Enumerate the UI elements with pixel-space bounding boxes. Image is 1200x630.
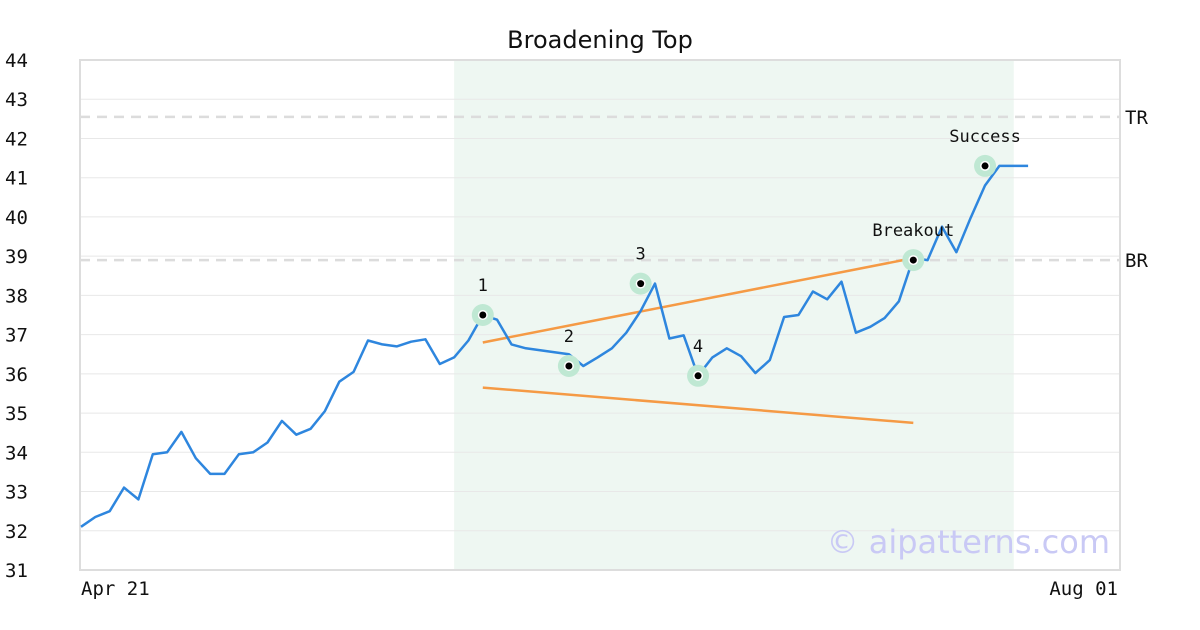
point-label: Breakout — [872, 221, 954, 241]
point-marker — [981, 162, 989, 170]
point-marker — [637, 280, 645, 288]
price-line — [80, 164, 1029, 528]
y-tick-label: 32 — [5, 521, 28, 543]
y-tick-label: 34 — [5, 442, 28, 464]
point-label: 2 — [564, 327, 574, 347]
y-tick-label: 44 — [5, 50, 28, 72]
y-tick-label: 43 — [5, 89, 28, 111]
y-tick-label: 31 — [5, 560, 28, 582]
x-tick-label: Aug 01 — [1049, 578, 1118, 600]
x-tick-label: Apr 21 — [81, 578, 150, 600]
point-marker — [909, 256, 917, 264]
y-tick-label: 33 — [5, 482, 28, 504]
y-tick-label: 38 — [5, 285, 28, 307]
pattern-region — [454, 60, 1014, 570]
trendline — [482, 386, 914, 425]
watermark: © aipatterns.com — [827, 523, 1110, 561]
level-label: TR — [1125, 107, 1148, 129]
y-tick-label: 42 — [5, 128, 28, 150]
y-tick-label: 39 — [5, 246, 28, 268]
y-tick-label: 36 — [5, 364, 28, 386]
point-marker — [565, 362, 573, 370]
level-label: BR — [1125, 250, 1148, 272]
point-label: Success — [949, 127, 1021, 147]
y-tick-label: 37 — [5, 325, 28, 347]
point-label: 4 — [693, 337, 703, 357]
point-label: 1 — [478, 276, 488, 296]
y-tick-label: 35 — [5, 403, 28, 425]
y-tick-label: 40 — [5, 207, 28, 229]
plot-frame — [79, 59, 1121, 571]
y-tick-label: 41 — [5, 168, 28, 190]
point-marker — [694, 372, 702, 380]
chart-title: Broadening Top — [507, 26, 693, 54]
trendline — [482, 256, 914, 344]
point-label: 3 — [636, 245, 646, 265]
point-marker — [479, 311, 487, 319]
